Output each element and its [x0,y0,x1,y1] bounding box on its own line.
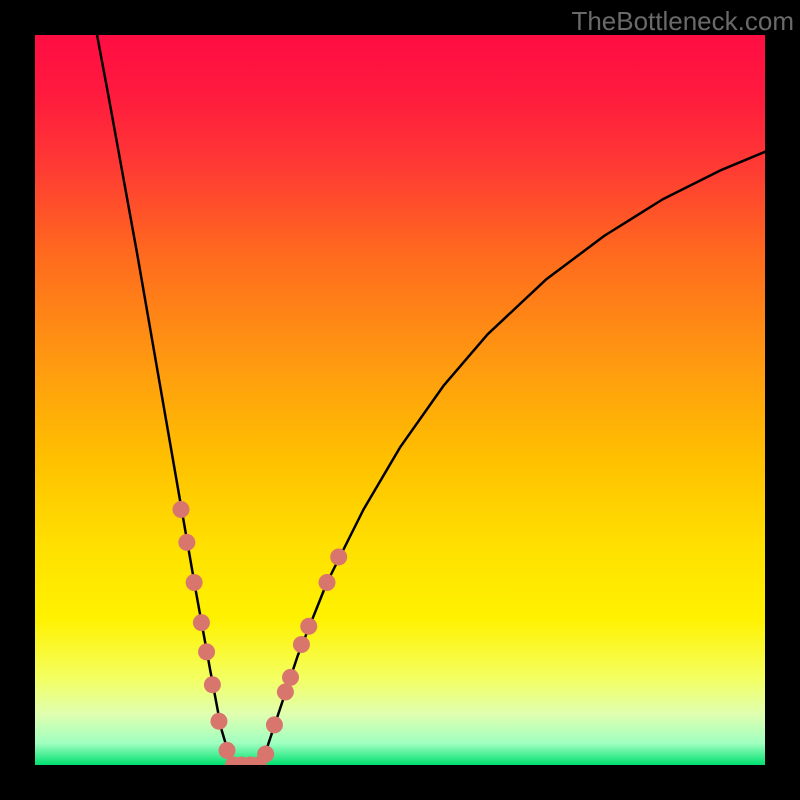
data-marker [186,574,203,591]
data-marker [204,676,221,693]
data-marker [218,742,235,759]
data-marker [173,501,190,518]
data-marker [282,669,299,686]
plot-area [35,35,765,765]
data-marker [300,618,317,635]
data-marker [178,534,195,551]
data-marker [277,684,294,701]
plot-svg [35,35,765,765]
data-marker [293,636,310,653]
data-marker [198,643,215,660]
data-marker [210,713,227,730]
watermark-text: TheBottleneck.com [571,6,794,37]
data-marker [193,614,210,631]
data-marker [330,548,347,565]
data-marker [319,574,336,591]
data-marker [257,746,274,763]
gradient-background [35,35,765,765]
data-marker [266,716,283,733]
